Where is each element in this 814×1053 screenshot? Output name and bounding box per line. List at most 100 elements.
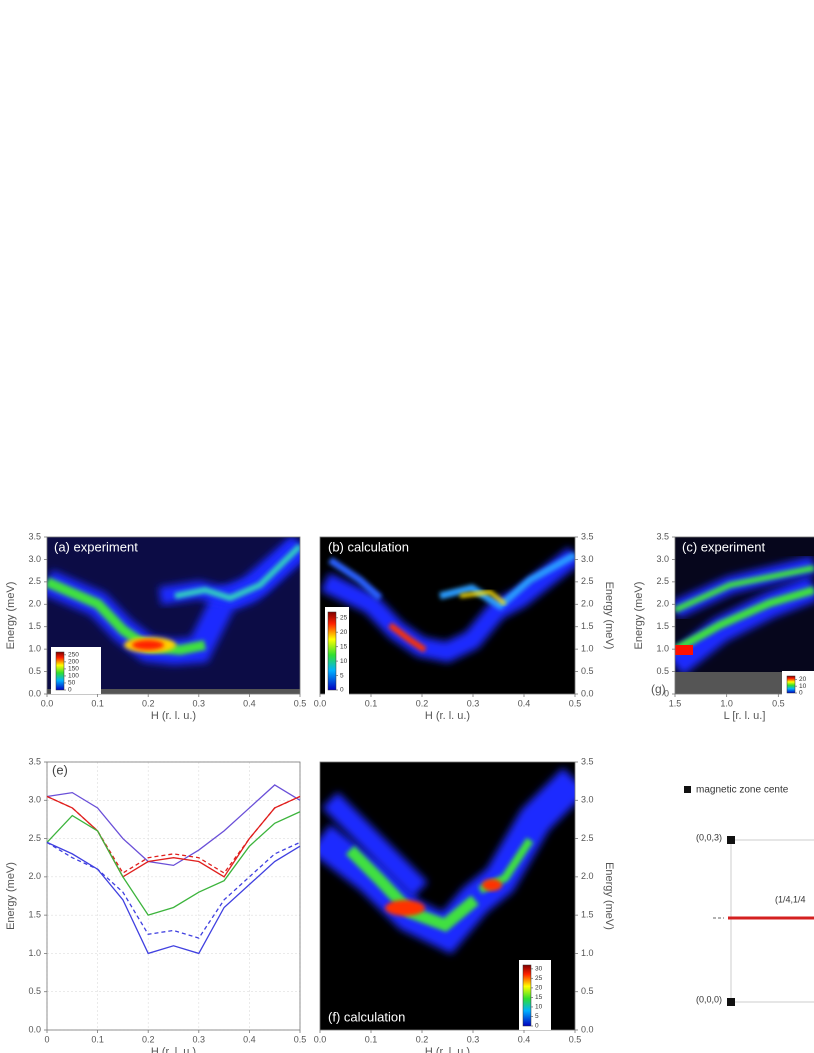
y-tick-label: 0.5 (581, 666, 594, 676)
panel-title: (c) experiment (682, 539, 765, 554)
series-line (46, 784, 301, 867)
x-axis-label: H (r. l. u.) (425, 1046, 470, 1053)
y-tick-label: 2.0 (28, 599, 41, 609)
y-tick-label: 3.0 (656, 554, 669, 564)
plot-frame (319, 536, 576, 695)
y-tick-label: 2.5 (656, 576, 669, 586)
panel-title: (b) calculation (328, 539, 409, 554)
y-tick-label: 0.0 (581, 1024, 594, 1034)
colorbar (786, 675, 796, 694)
plot-frame (319, 761, 576, 1031)
y-tick-label: 0.0 (581, 688, 594, 698)
y-tick-label: 3.5 (656, 531, 669, 541)
x-axis-label: H (r. l. u.) (425, 710, 470, 722)
y-tick-label: 2.0 (656, 599, 669, 609)
x-tick-label: 0.5 (294, 698, 307, 708)
plot-frame (46, 761, 301, 1031)
y-axis-label: Energy (meV) (603, 582, 615, 650)
x-tick-label: 0.4 (243, 1034, 256, 1044)
x-tick-label: 0.5 (569, 698, 582, 708)
y-tick-label: 2.5 (28, 833, 41, 843)
y-tick-label: 0.5 (28, 666, 41, 676)
y-tick-label: 3.0 (28, 795, 41, 805)
heatmap-image (320, 537, 575, 694)
y-axis-label: Energy (meV) (633, 582, 645, 650)
x-tick-label: 0.0 (314, 1034, 327, 1044)
colorbar-tick-label: 250 (68, 652, 79, 659)
colorbar-tick-label: 20 (799, 676, 807, 683)
colorbar-tick-label: 0 (340, 687, 344, 694)
y-tick-label: 1.5 (28, 621, 41, 631)
y-tick-label: 0.0 (28, 1024, 41, 1034)
y-tick-label: 0.5 (581, 986, 594, 996)
legend-marker (684, 786, 691, 793)
x-tick-label: 0.1 (365, 698, 378, 708)
y-tick-label: 1.5 (28, 910, 41, 920)
x-tick-label: 0 (44, 1034, 49, 1044)
heatmap-image (320, 762, 575, 1030)
point-label: (0,0,3) (696, 832, 722, 842)
x-tick-label: 1.0 (720, 698, 733, 708)
x-tick-label: 0.3 (467, 698, 480, 708)
colorbar-tick-label: 5 (535, 1013, 539, 1020)
colorbar-tick-label: 0 (535, 1023, 539, 1030)
colorbar-tick-label: 25 (340, 614, 348, 621)
zone-center (727, 836, 735, 844)
colorbar (327, 611, 337, 691)
colorbar-tick-label: 10 (535, 1004, 543, 1011)
y-tick-label: 3.0 (581, 795, 594, 805)
path-label: (1/4,1/4 (775, 894, 806, 904)
colorbar-tick-label: 25 (535, 975, 543, 982)
plot-background (47, 762, 300, 1030)
x-tick-label: 0.0 (314, 698, 327, 708)
x-tick-label: 0.1 (91, 698, 104, 708)
y-tick-label: 0 (664, 688, 669, 698)
x-tick-label: 0.1 (365, 1034, 378, 1044)
x-tick-label: 0.2 (416, 1034, 429, 1044)
x-axis-label: H (r. l. u.) (151, 710, 196, 722)
y-tick-label: 2.5 (28, 576, 41, 586)
x-tick-label: 0.4 (243, 698, 256, 708)
x-tick-label: 0.3 (193, 698, 206, 708)
x-tick-label: 0.1 (91, 1034, 104, 1044)
colorbar-tick-label: 100 (68, 673, 79, 680)
x-tick-label: 0.4 (518, 1034, 531, 1044)
series-line (46, 841, 301, 955)
x-tick-label: 0.2 (142, 698, 155, 708)
y-tick-label: 1.0 (581, 948, 594, 958)
colorbar-tick-label: 5 (340, 672, 344, 679)
y-tick-label: 3.0 (581, 554, 594, 564)
y-tick-label: 2.5 (581, 833, 594, 843)
x-axis-label: L [r. l. u.] (724, 710, 766, 722)
y-tick-label: 3.0 (28, 554, 41, 564)
y-tick-label: 1.5 (656, 621, 669, 631)
y-tick-label: 3.5 (28, 531, 41, 541)
y-tick-label: 2.0 (28, 871, 41, 881)
colorbar-tick-label: 30 (535, 966, 543, 973)
y-tick-label: 0.5 (28, 986, 41, 996)
colorbar-tick-label: 20 (340, 629, 348, 636)
point-label: (0,0,0) (696, 994, 722, 1004)
panel-title: (f) calculation (328, 1009, 405, 1024)
x-tick-label: 0.3 (193, 1034, 206, 1044)
x-tick-label: 0.4 (518, 698, 531, 708)
y-tick-label: 1.0 (656, 644, 669, 654)
x-axis-label: H (r. l. u.) (151, 1046, 196, 1053)
colorbar-tick-label: 15 (535, 994, 543, 1001)
y-tick-label: 1.0 (28, 644, 41, 654)
series-line (46, 795, 301, 874)
colorbar-tick-label: 50 (68, 680, 76, 687)
colorbar-tick-label: 0 (68, 687, 72, 694)
heatmap-image (47, 537, 300, 694)
y-tick-label: 1.5 (581, 910, 594, 920)
panel-g: (g) magnetic zone cente (1/4,1/4 (0,0,3)… (651, 682, 814, 1006)
x-tick-label: 0.5 (294, 1034, 307, 1044)
panel-label: (g) (651, 682, 666, 696)
plot-frame (46, 536, 301, 695)
panel-title: (a) experiment (54, 539, 138, 554)
x-tick-label: 0.5 (569, 1034, 582, 1044)
zone-center (727, 998, 735, 1006)
x-tick-label: 0.2 (416, 698, 429, 708)
